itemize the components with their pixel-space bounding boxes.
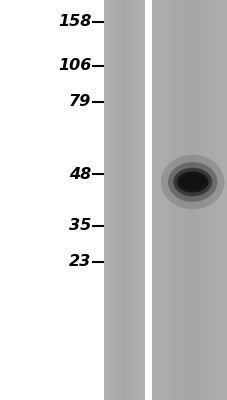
Text: 158: 158	[58, 14, 91, 30]
Ellipse shape	[176, 172, 208, 192]
Text: 23: 23	[69, 254, 91, 270]
Text: 35: 35	[69, 218, 91, 234]
Text: 79: 79	[69, 94, 91, 110]
Text: 48: 48	[69, 166, 91, 182]
Ellipse shape	[179, 174, 205, 190]
Text: 106: 106	[58, 58, 91, 74]
Ellipse shape	[167, 162, 217, 202]
Ellipse shape	[160, 155, 223, 209]
Ellipse shape	[173, 168, 211, 196]
